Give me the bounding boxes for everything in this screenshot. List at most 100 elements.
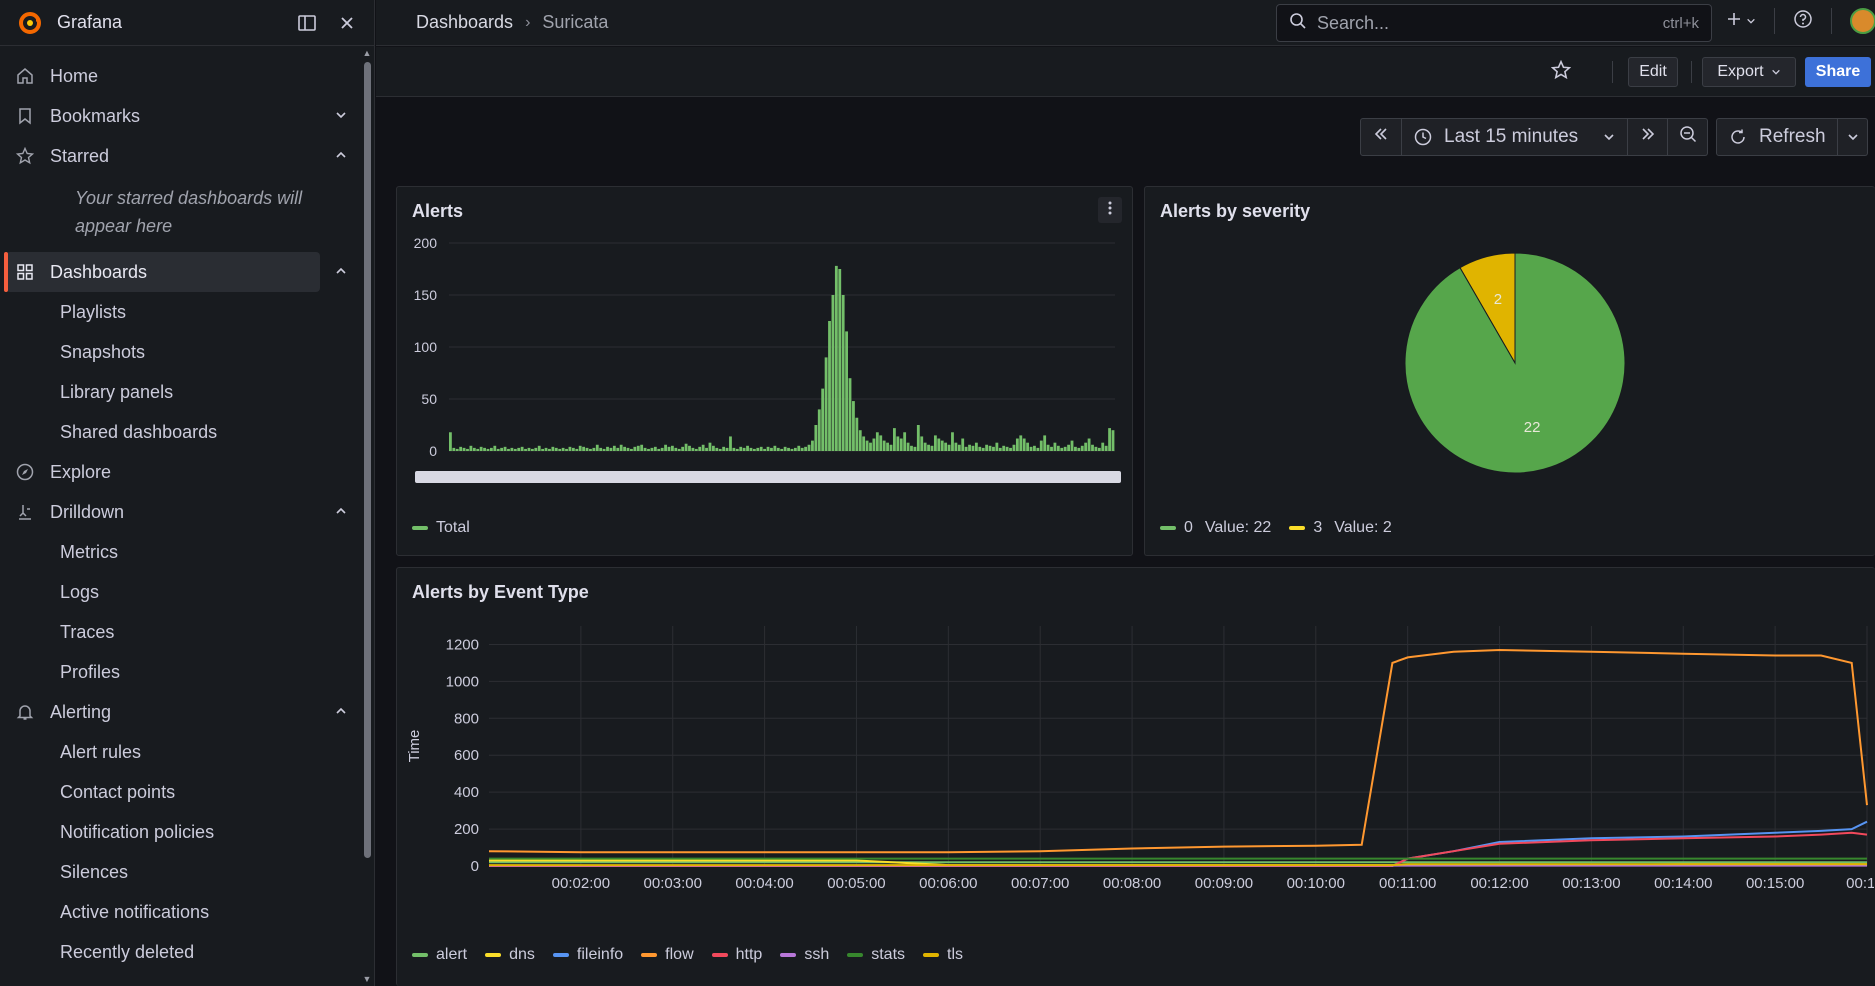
legend-item-flow[interactable]: flow	[641, 946, 694, 964]
share-button[interactable]: Share	[1805, 57, 1871, 87]
legend-item-tls[interactable]: tls	[923, 946, 963, 964]
scrollbar-thumb[interactable]	[364, 62, 371, 858]
search-input[interactable]: Search... ctrl+k	[1276, 4, 1712, 42]
legend-label: fileinfo	[576, 946, 624, 963]
legend-item-dns[interactable]: dns	[485, 946, 535, 964]
time-controls: Last 15 minutes Refresh	[1360, 118, 1868, 156]
zoom-out-button[interactable]	[1668, 118, 1708, 156]
edit-button[interactable]: Edit	[1628, 57, 1678, 87]
severity-pie-chart[interactable]: 222	[1145, 231, 1874, 511]
time-range-picker[interactable]: Last 15 minutes	[1402, 118, 1628, 156]
chevron-down-icon	[1603, 131, 1615, 143]
new-button[interactable]	[1726, 11, 1756, 32]
nav-item-alert-rules[interactable]: Alert rules	[60, 741, 142, 762]
panel-alerts-by-severity[interactable]: Alerts by severity 2 22 0 Value: 22 3 Val…	[1144, 186, 1875, 556]
bar	[449, 432, 452, 451]
avatar[interactable]	[1850, 8, 1875, 34]
legend-swatch	[552, 953, 569, 957]
nav-item-metrics[interactable]: Metrics	[60, 541, 118, 562]
slice-label: 2	[1494, 291, 1502, 308]
event-type-line-chart[interactable]: 0 200 400 600 800 1000 1200 00:02:00 00:03:00 00:…	[397, 612, 1874, 942]
chevron-up-icon[interactable]	[332, 146, 350, 164]
nav-item-drilldown[interactable]: Drilldown	[0, 492, 360, 532]
nav-item-dashboards[interactable]: Dashboards	[0, 252, 360, 292]
nav-item-logs[interactable]: Logs	[60, 581, 100, 602]
nav-item-traces[interactable]: Traces	[60, 621, 115, 642]
legend-item-severity-0[interactable]: 0 Value: 22	[1160, 519, 1271, 537]
dock-menu-icon[interactable]	[296, 12, 318, 34]
chevron-down-icon[interactable]	[332, 106, 350, 124]
chevron-up-icon[interactable]	[332, 262, 350, 280]
panel-alerts-by-event-type[interactable]: Alerts by Event Type 0 200 400 600 800 1000 12…	[396, 567, 1875, 986]
bar	[763, 448, 767, 451]
refresh-interval-picker[interactable]	[1838, 118, 1868, 156]
legend-item-alert[interactable]: alert	[412, 946, 467, 964]
nav-item-profiles[interactable]: Profiles	[60, 661, 121, 682]
nav-item-library-panels[interactable]: Library panels	[60, 381, 174, 402]
bar	[916, 425, 920, 451]
drilldown-icon	[14, 501, 36, 523]
nav-item-recently-deleted[interactable]: Recently deleted	[60, 941, 195, 962]
chevron-down-icon	[1771, 67, 1781, 77]
sidebar-scrollbar[interactable]: ▲ ▼	[362, 48, 372, 986]
nav-item-snapshots[interactable]: Snapshots	[60, 341, 146, 362]
star-dashboard-button[interactable]	[1546, 57, 1576, 87]
close-icon[interactable]	[336, 12, 358, 34]
bar	[548, 448, 551, 451]
bar	[814, 425, 818, 451]
y-tick-label: 400	[454, 784, 479, 801]
bar	[619, 444, 623, 451]
bar	[705, 447, 708, 451]
legend-item-ssh[interactable]: ssh	[780, 946, 829, 964]
panel-alerts[interactable]: Alerts 0 50 100 150 200 Total	[396, 186, 1133, 556]
panel-menu-button[interactable]	[1098, 197, 1122, 223]
nav-item-contact-points[interactable]: Contact points	[60, 781, 176, 802]
bar	[797, 445, 801, 451]
export-button[interactable]: Export	[1702, 57, 1796, 87]
nav-item-explore[interactable]: Explore	[0, 452, 360, 492]
chevron-up-icon[interactable]	[332, 502, 350, 520]
nav-item-playlists[interactable]: Playlists	[60, 301, 127, 322]
legend-label: 0	[1184, 519, 1193, 536]
grafana-logo-icon[interactable]	[16, 9, 44, 37]
bar	[828, 321, 831, 451]
scroll-down-icon[interactable]: ▼	[362, 974, 372, 984]
time-shift-back-button[interactable]	[1360, 118, 1402, 156]
help-icon[interactable]	[1793, 9, 1813, 34]
breadcrumb-dashboards[interactable]: Dashboards	[416, 12, 514, 32]
nav-item-home[interactable]: Home	[0, 56, 360, 96]
nav-item-shared-dashboards[interactable]: Shared dashboards	[60, 421, 218, 442]
legend-item-total[interactable]: Total	[412, 519, 470, 537]
nav-item-starred[interactable]: Starred	[0, 136, 360, 176]
bar	[671, 445, 674, 451]
bar	[582, 446, 586, 451]
y-tick-label: 600	[454, 747, 479, 764]
nav-item-bookmarks[interactable]: Bookmarks	[0, 96, 360, 136]
bar	[889, 444, 893, 451]
nav-item-silences[interactable]: Silences	[60, 861, 129, 882]
nav-item-alerting[interactable]: Alerting	[0, 692, 360, 732]
bar	[684, 443, 688, 451]
legend-label: ssh	[804, 946, 830, 963]
legend-label: http	[735, 946, 763, 963]
legend-swatch	[780, 953, 797, 957]
legend-item-fileinfo[interactable]: fileinfo	[552, 946, 624, 964]
bar	[1094, 446, 1098, 451]
sidebar: Grafana Home Bookmarks	[0, 0, 375, 986]
time-shift-forward-button[interactable]	[1628, 118, 1668, 156]
refresh-button[interactable]: Refresh	[1716, 118, 1838, 156]
y-axis-label: Time	[406, 730, 423, 763]
alerts-bar-chart[interactable]: 0 50 100 150 200	[397, 231, 1132, 511]
nav-item-active-notifications[interactable]: Active notifications	[60, 901, 210, 922]
bar	[739, 446, 743, 451]
y-tick-label: 200	[414, 235, 438, 251]
bar	[1019, 435, 1023, 451]
bar	[479, 446, 483, 451]
legend-item-stats[interactable]: stats	[847, 946, 905, 964]
bar	[995, 442, 999, 451]
legend-item-severity-3[interactable]: 3 Value: 2	[1289, 519, 1392, 537]
nav-item-notification-policies[interactable]: Notification policies	[60, 821, 215, 842]
legend-item-http[interactable]: http	[711, 946, 763, 964]
scroll-up-icon[interactable]: ▲	[362, 48, 372, 58]
chevron-up-icon[interactable]	[332, 702, 350, 720]
